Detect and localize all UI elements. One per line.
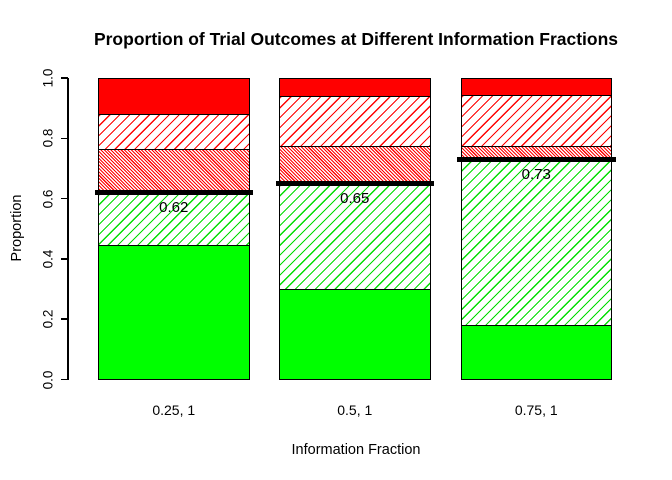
reference-line-value: 0.73 [521,165,551,183]
y-axis-line [67,77,69,380]
y-axis-tick [60,258,68,260]
bar-segment-green-hatched [460,159,612,327]
bar-segment-green-solid [460,325,612,381]
y-axis-tick-label: 0.0 [40,370,55,389]
bar-segment-red-dense-hatched [279,145,431,185]
y-axis-tick [60,197,68,200]
reference-line [275,181,434,187]
bar-segment-red-dense-hatched [98,148,250,194]
bar-segment-green-hatched [98,192,250,247]
y-axis-tick [60,137,68,140]
y-axis-tick [60,77,68,79]
y-axis-tick [60,318,68,320]
bar-segment-green-solid [98,245,250,381]
y-axis-tick-label: 0.4 [40,249,55,269]
x-axis-label: Information Fraction [291,442,421,458]
y-axis-tick-label: 0.2 [40,309,55,329]
bar-segment-red-hatched [279,96,431,147]
x-axis-category-label: 0.25, 1 [152,402,196,418]
bar-segment-red-hatched [460,94,612,147]
y-axis-tick-label: 0.6 [40,189,55,208]
chart-title: Proportion of Trial Outcomes at Differen… [93,29,619,49]
y-axis-label: Proportion [9,194,25,262]
bar-segment-red-hatched [98,114,250,150]
reference-line-value: 0.65 [340,190,370,208]
bar-segment-red-solid [279,78,431,98]
reference-line-value: 0.62 [159,199,189,217]
x-axis-category-label: 0.75, 1 [514,402,558,418]
reference-line [457,156,616,162]
x-axis-category-label: 0.5, 1 [337,402,373,418]
y-axis-tick [60,378,68,381]
bar-segment-red-solid [460,78,612,96]
bar-segment-red-solid [98,78,250,116]
y-axis-tick-label: 1.0 [40,68,55,88]
y-axis-tick-label: 0.8 [40,128,55,148]
reference-line [94,190,253,196]
bar-segment-green-solid [279,289,431,381]
